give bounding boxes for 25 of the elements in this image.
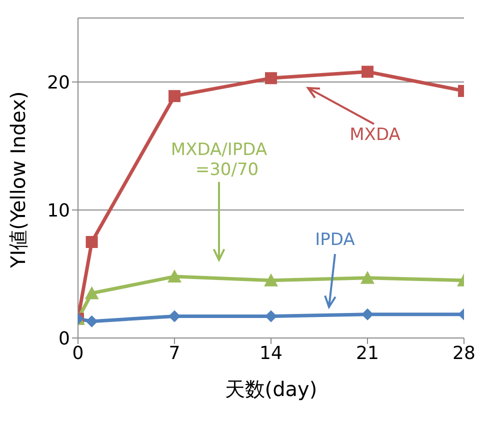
- annotation: MXDA/IPDA =30/70: [170, 140, 268, 180]
- x-tick-label: 7: [168, 342, 180, 364]
- x-axis-title: 天数(day): [224, 377, 318, 401]
- y-tick-label: 0: [58, 328, 70, 350]
- y-axis-title: YI値(Yellow Index): [6, 91, 30, 269]
- x-tick-label: 0: [72, 342, 84, 364]
- point: [168, 90, 180, 102]
- point: [86, 315, 98, 328]
- x-tick-label: 14: [260, 342, 282, 364]
- point: [362, 308, 374, 320]
- point: [86, 236, 98, 248]
- x-tick-label: 21: [356, 342, 379, 364]
- point: [168, 270, 182, 283]
- x-tick-label: 28: [452, 342, 476, 364]
- annotation: IPDA: [315, 230, 356, 250]
- point: [362, 66, 374, 78]
- point: [265, 72, 277, 84]
- annotation: MXDA: [350, 125, 401, 145]
- y-tick-label: 10: [47, 200, 70, 222]
- point: [168, 310, 180, 322]
- point: [265, 310, 277, 322]
- point: [360, 270, 374, 284]
- y-tick-label: 20: [47, 72, 70, 94]
- point: [264, 273, 278, 286]
- point: [84, 286, 99, 300]
